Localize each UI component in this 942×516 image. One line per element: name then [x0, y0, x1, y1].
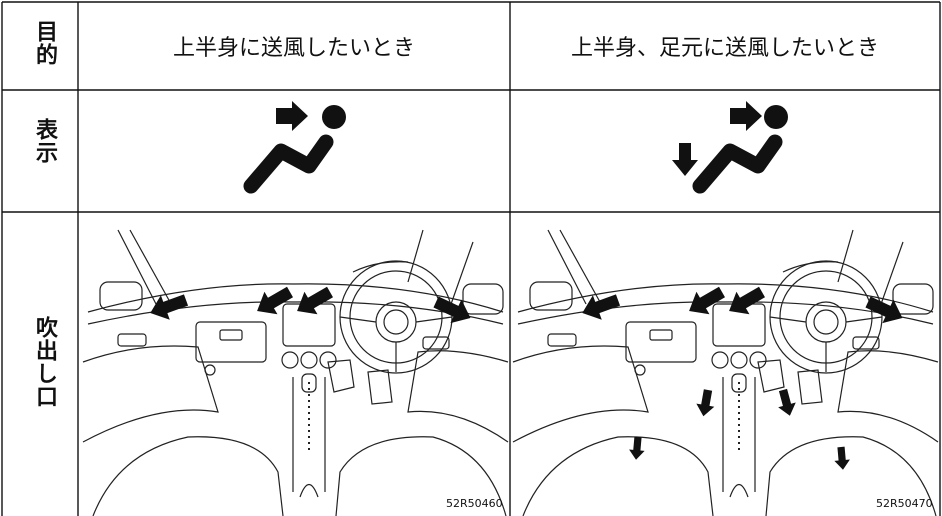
row-label: 表示: [32, 118, 57, 164]
figure-code: 52R50470: [876, 497, 933, 510]
row-label: 目的: [32, 20, 57, 66]
figure-code: 52R50460: [446, 497, 503, 510]
icon-upper-foot: [672, 101, 788, 194]
column-header: 上半身に送風したいとき: [172, 36, 415, 61]
interior-upper-foot: [512, 229, 939, 516]
column-header: 上半身、足元に送風したいとき: [570, 36, 879, 61]
row-label: 吹出し口: [32, 316, 57, 408]
icon-upper: [243, 101, 346, 194]
interior-upper: [82, 229, 509, 516]
